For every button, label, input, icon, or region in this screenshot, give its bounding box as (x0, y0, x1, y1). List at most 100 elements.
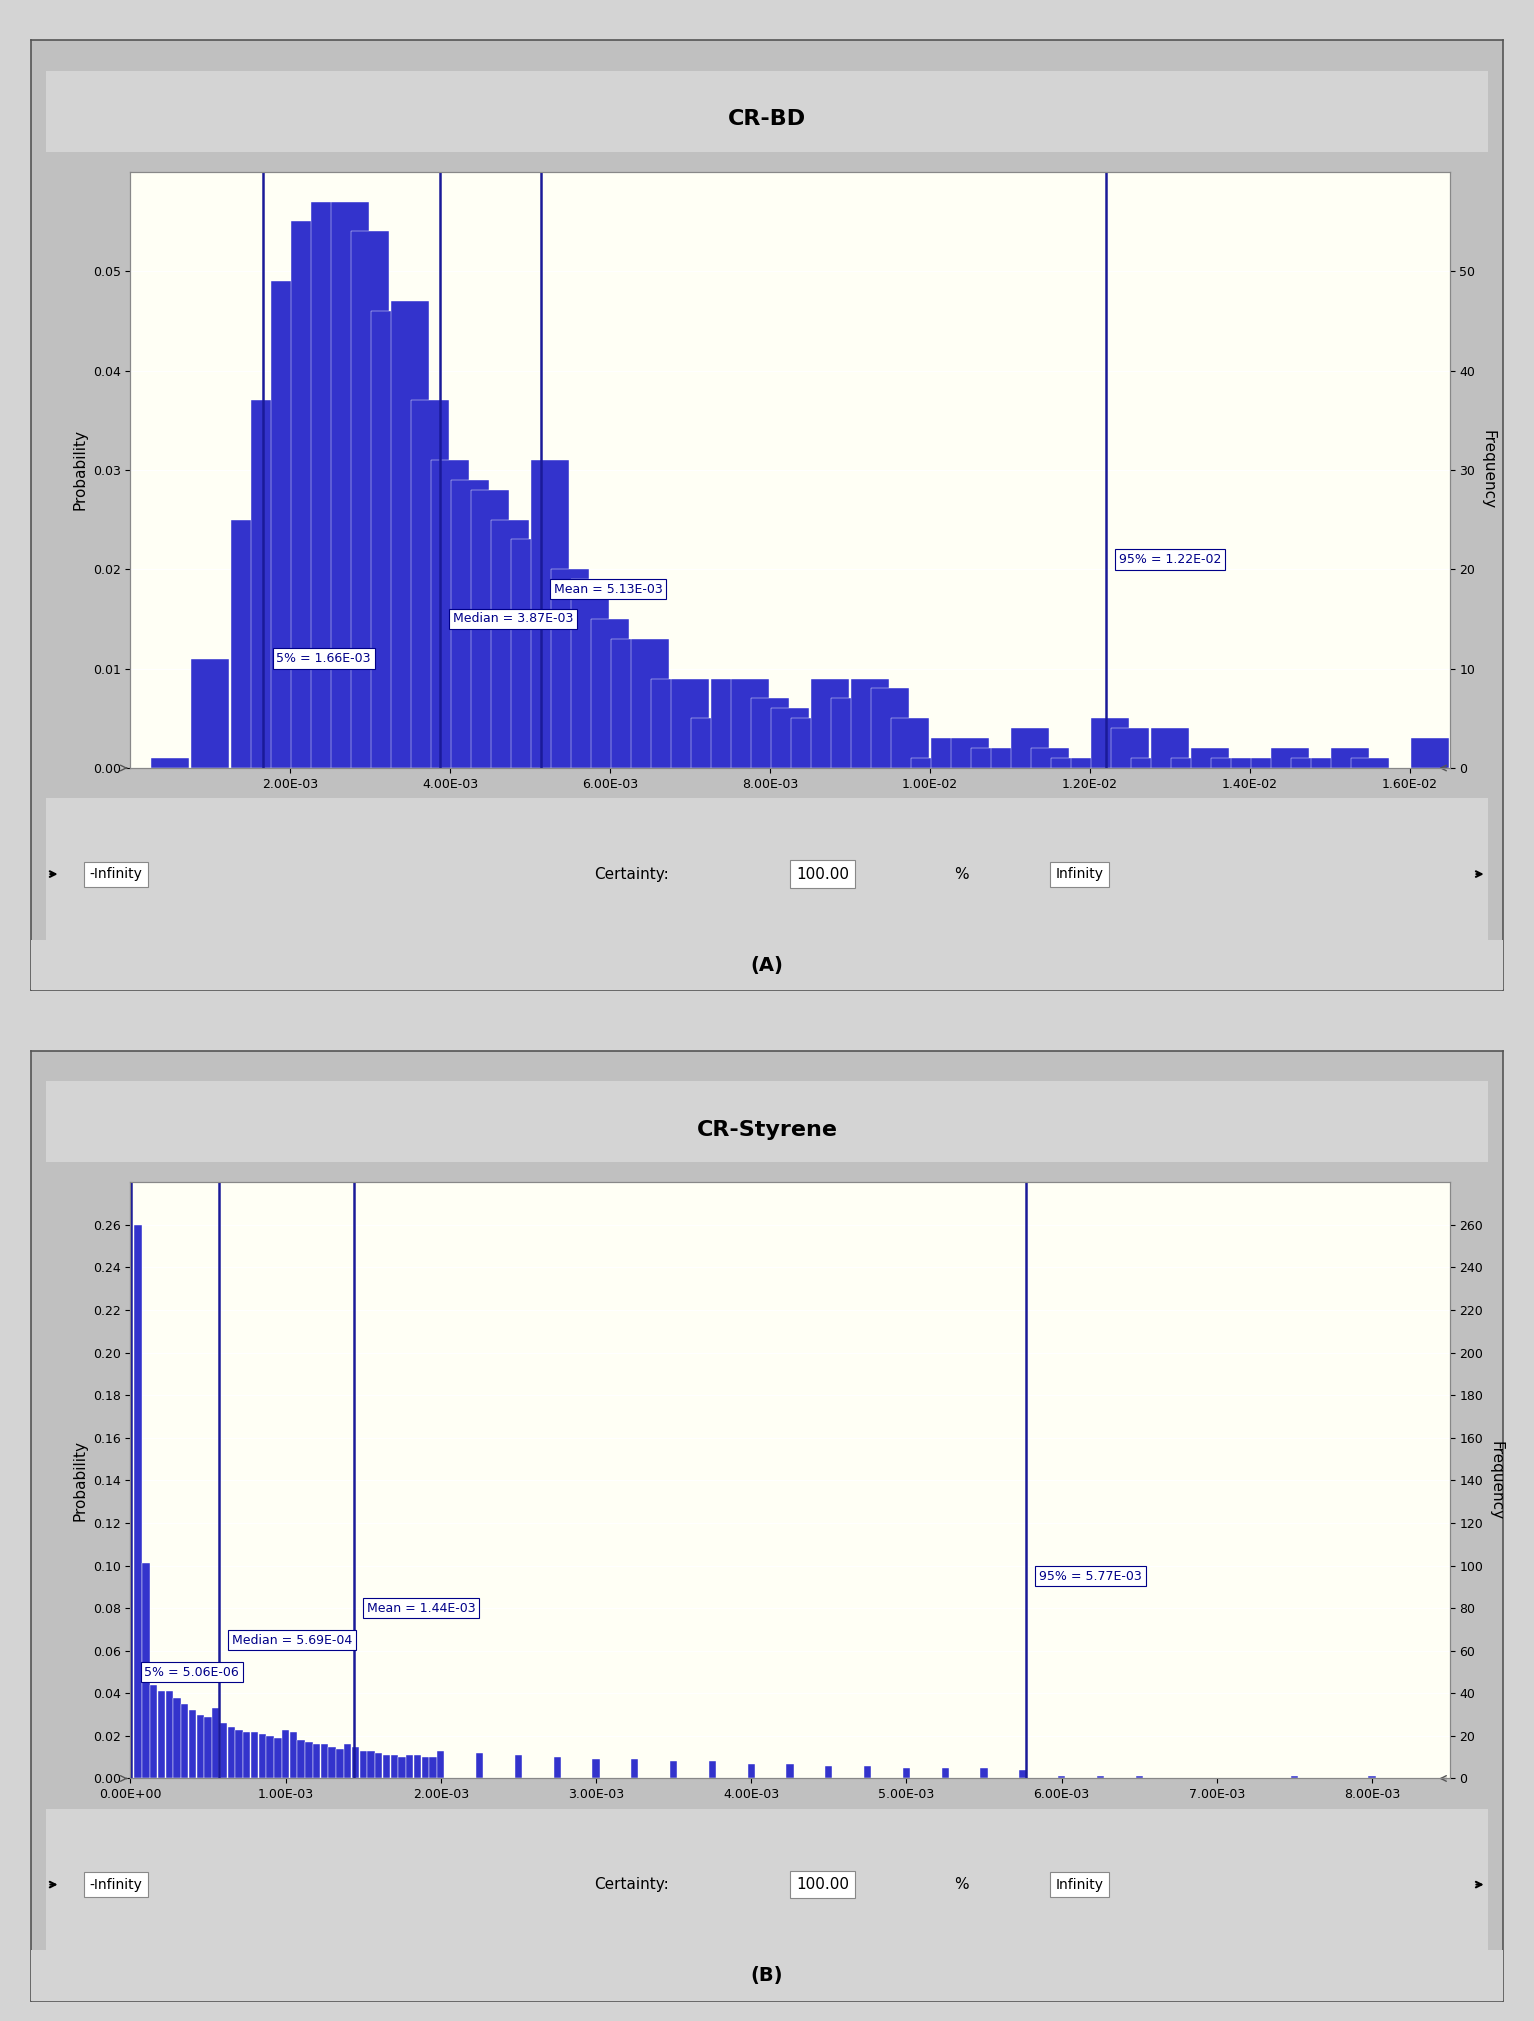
Text: Median = 5.69E-04: Median = 5.69E-04 (232, 1633, 353, 1647)
Bar (902, 1768, 910, 1778)
Text: %: % (954, 867, 969, 881)
Bar (150, 1686, 158, 1778)
Bar (471, 489, 509, 768)
Bar (374, 1752, 382, 1778)
Bar (864, 1766, 871, 1778)
Bar (911, 758, 950, 768)
Bar (831, 699, 868, 768)
Bar (282, 1730, 290, 1778)
Bar (787, 1764, 793, 1778)
Bar (313, 1744, 321, 1778)
Bar (1071, 758, 1109, 768)
Bar (367, 1750, 374, 1778)
Bar (336, 1748, 344, 1778)
Bar (1019, 1770, 1026, 1778)
Text: 100.00: 100.00 (796, 1878, 848, 1892)
Text: 95% = 5.77E-03: 95% = 5.77E-03 (1039, 1570, 1141, 1582)
Bar (1058, 1776, 1065, 1778)
Bar (252, 1732, 258, 1778)
Bar (391, 1754, 397, 1778)
Text: 95% = 1.22E-02: 95% = 1.22E-02 (1118, 554, 1221, 566)
Bar (173, 1698, 181, 1778)
Bar (690, 717, 729, 768)
Bar (670, 679, 709, 768)
Bar (971, 748, 1009, 768)
Bar (311, 202, 350, 768)
Text: %: % (954, 1878, 969, 1892)
Text: (B): (B) (750, 1966, 784, 1985)
Bar (1190, 748, 1229, 768)
Bar (431, 461, 469, 768)
Bar (227, 1728, 235, 1778)
Bar (1051, 758, 1089, 768)
Text: CR-BD: CR-BD (729, 109, 805, 129)
Bar (328, 1746, 336, 1778)
Bar (792, 717, 828, 768)
Bar (531, 461, 569, 768)
Bar (554, 1756, 561, 1778)
Bar (1411, 738, 1448, 768)
Bar (384, 1754, 390, 1778)
Bar (135, 1225, 141, 1778)
Bar (1097, 1776, 1104, 1778)
Bar (571, 580, 609, 768)
Bar (491, 519, 529, 768)
Text: -Infinity: -Infinity (89, 1878, 143, 1892)
Bar (1131, 758, 1169, 768)
Bar (951, 738, 989, 768)
Bar (391, 301, 430, 768)
Text: Certainty:: Certainty: (594, 1878, 669, 1892)
Text: -Infinity: -Infinity (89, 867, 143, 881)
Bar (650, 679, 689, 768)
Text: CR-Styrene: CR-Styrene (696, 1120, 838, 1140)
Bar (143, 1564, 150, 1778)
Bar (291, 222, 330, 768)
Bar (344, 1744, 351, 1778)
Bar (275, 1738, 282, 1778)
Bar (1290, 1776, 1298, 1778)
Bar (1270, 748, 1309, 768)
Bar (196, 1714, 204, 1778)
Bar (259, 1734, 265, 1778)
Bar (189, 1710, 196, 1778)
Bar (422, 1756, 430, 1778)
Text: Median = 3.87E-03: Median = 3.87E-03 (453, 612, 574, 624)
Bar (1230, 758, 1269, 768)
Bar (991, 748, 1029, 768)
Bar (712, 679, 749, 768)
Bar (1031, 748, 1069, 768)
Bar (407, 1754, 414, 1778)
Text: 100.00: 100.00 (796, 867, 848, 881)
Bar (219, 1724, 227, 1778)
Bar (511, 540, 549, 768)
Bar (1210, 758, 1249, 768)
Bar (192, 659, 229, 768)
Text: Mean = 5.13E-03: Mean = 5.13E-03 (554, 582, 663, 596)
Bar (732, 679, 769, 768)
Text: Certainty:: Certainty: (594, 867, 669, 881)
Bar (592, 1760, 600, 1778)
Bar (611, 639, 649, 768)
Bar (851, 679, 888, 768)
Y-axis label: Frequency: Frequency (1490, 1441, 1503, 1520)
Bar (351, 230, 390, 768)
Bar (351, 1746, 359, 1778)
Bar (825, 1766, 833, 1778)
Bar (1290, 758, 1328, 768)
Bar (331, 202, 370, 768)
Bar (476, 1752, 483, 1778)
Text: 5% = 1.66E-03: 5% = 1.66E-03 (276, 653, 371, 665)
Bar (232, 519, 270, 768)
Bar (321, 1744, 328, 1778)
Text: (A): (A) (750, 956, 784, 974)
Bar (891, 717, 930, 768)
Bar (252, 400, 290, 768)
Bar (1091, 717, 1129, 768)
Bar (152, 758, 189, 768)
Bar (451, 479, 489, 768)
Bar (1350, 758, 1388, 768)
Y-axis label: Frequency: Frequency (1480, 430, 1496, 509)
Bar (166, 1692, 173, 1778)
Bar (811, 679, 848, 768)
Bar (437, 1750, 445, 1778)
